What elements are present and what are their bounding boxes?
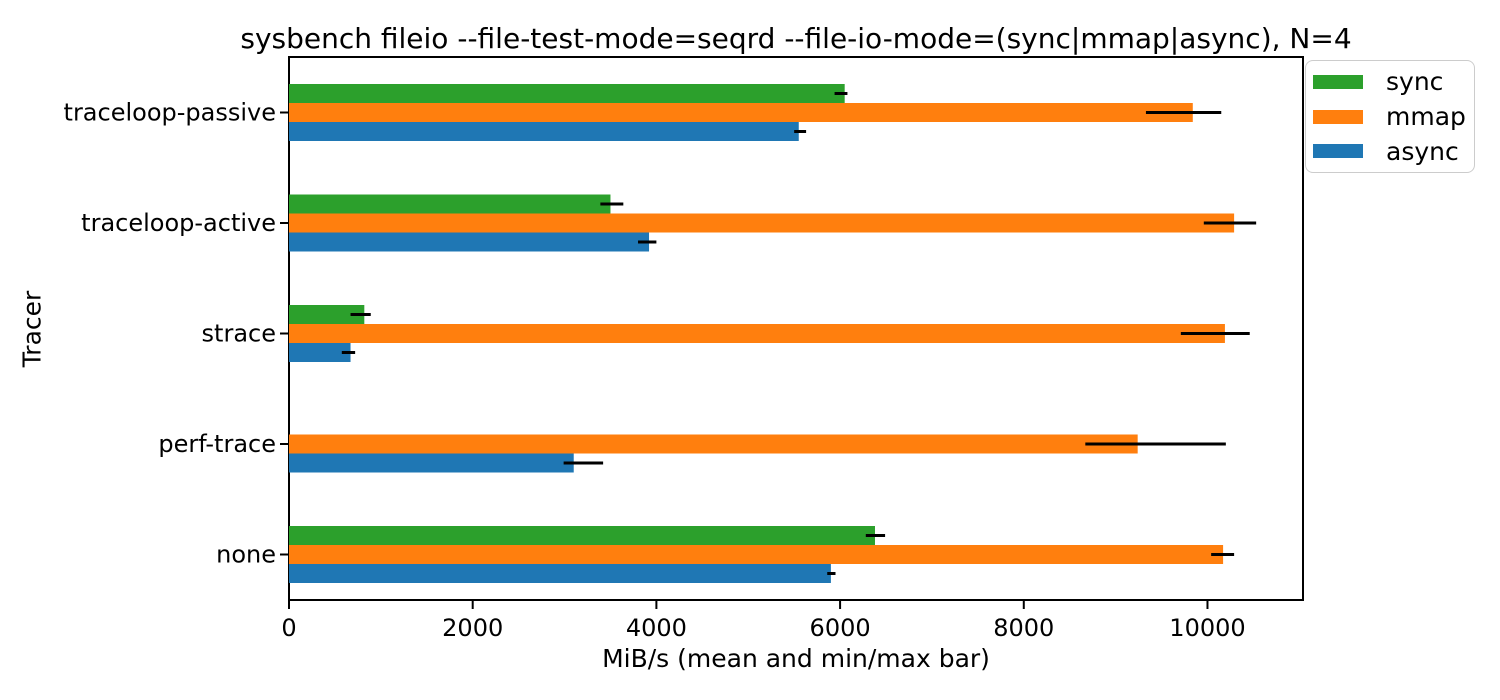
x-tick-label: 10000 bbox=[1169, 614, 1245, 642]
y-tick-label: traceloop-passive bbox=[64, 99, 276, 127]
y-tick-label: none bbox=[216, 541, 276, 569]
legend-label-async: async bbox=[1386, 136, 1459, 166]
y-tick-label: perf-trace bbox=[158, 430, 276, 458]
bar-sync-strace bbox=[289, 305, 365, 324]
legend-item-mmap: mmap bbox=[1306, 101, 1474, 133]
y-axis-label: Tracer bbox=[17, 290, 47, 368]
bar-sync-traceloop-passive bbox=[289, 84, 845, 103]
x-tick-label: 4000 bbox=[626, 614, 687, 642]
bar-mmap-traceloop-active bbox=[289, 213, 1235, 233]
bar-mmap-strace bbox=[289, 324, 1225, 343]
legend-label-sync: sync bbox=[1386, 67, 1444, 97]
chart-title: sysbench fileio --file-test-mode=seqrd -… bbox=[240, 22, 1352, 55]
bar-sync-none bbox=[289, 526, 875, 545]
x-tick-label: 6000 bbox=[810, 614, 871, 642]
x-axis-label: MiB/s (mean and min/max bar) bbox=[602, 644, 990, 673]
legend-label-mmap: mmap bbox=[1386, 102, 1466, 131]
legend-item-sync: sync bbox=[1306, 66, 1474, 98]
bar-async-none bbox=[289, 564, 831, 583]
x-tick-label: 0 bbox=[281, 614, 296, 642]
bar-sync-traceloop-active bbox=[289, 194, 611, 214]
legend-swatch-async bbox=[1313, 144, 1363, 159]
legend-item-async: async bbox=[1306, 135, 1474, 167]
legend-swatch-mmap bbox=[1313, 109, 1363, 124]
y-tick-label: strace bbox=[202, 320, 276, 348]
legend-swatch-sync bbox=[1313, 74, 1363, 89]
bar-async-perf-trace bbox=[289, 453, 574, 473]
bar-async-traceloop-passive bbox=[289, 122, 799, 141]
x-tick-label: 8000 bbox=[993, 614, 1054, 642]
bar-async-traceloop-active bbox=[289, 232, 650, 252]
bar-mmap-none bbox=[289, 545, 1224, 564]
legend: sync mmap async bbox=[1305, 60, 1475, 173]
bar-mmap-traceloop-passive bbox=[289, 103, 1193, 122]
x-tick-label: 2000 bbox=[442, 614, 503, 642]
bar-async-strace bbox=[289, 343, 351, 362]
bar-mmap-perf-trace bbox=[289, 434, 1138, 454]
y-tick-label: traceloop-active bbox=[81, 209, 276, 237]
